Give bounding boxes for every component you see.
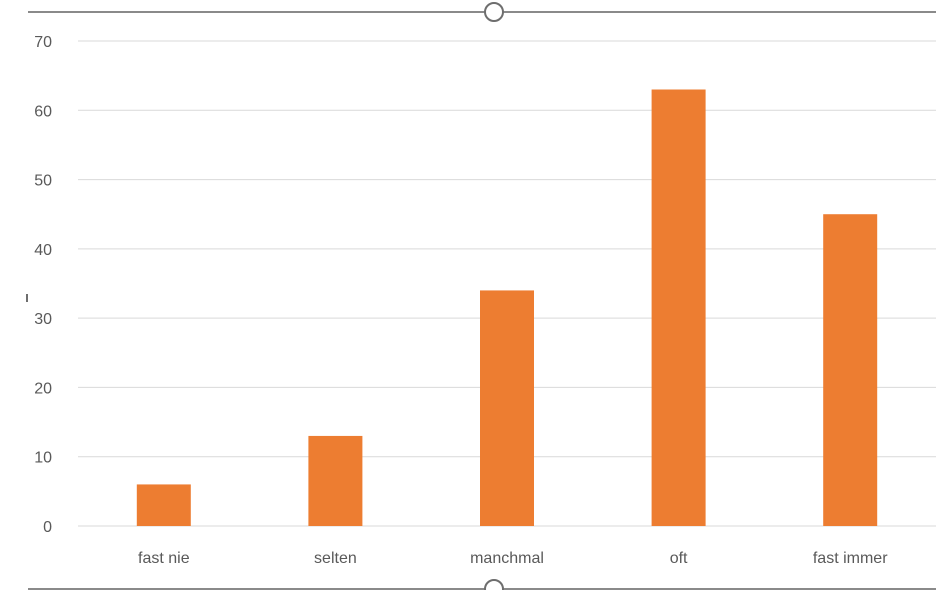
x-tick-label: manchmal <box>470 550 544 567</box>
bar[interactable] <box>651 89 706 527</box>
bar[interactable] <box>136 484 191 526</box>
y-tick-label: 50 <box>34 173 52 190</box>
x-axis-tick-labels: fast nie selten manchmal oft fast immer <box>138 550 888 567</box>
y-tick-label: 60 <box>34 103 52 120</box>
y-tick-label: 0 <box>43 519 52 536</box>
x-tick-label: selten <box>314 550 357 567</box>
resize-handle-bottom[interactable] <box>484 579 504 595</box>
y-tick-label: 30 <box>34 311 52 328</box>
x-tick-label: fast immer <box>813 550 888 567</box>
y-tick-label: 40 <box>34 242 52 259</box>
bars <box>136 89 878 527</box>
y-tick-label: 20 <box>34 380 52 397</box>
bar[interactable] <box>823 214 878 526</box>
y-axis-tick-labels: 0 10 20 30 40 50 60 70 <box>34 34 52 536</box>
x-tick-label: fast nie <box>138 550 190 567</box>
x-tick-label: oft <box>670 550 688 567</box>
resize-handle-top[interactable] <box>484 2 504 22</box>
y-tick-label: 10 <box>34 450 52 467</box>
bar[interactable] <box>480 290 534 526</box>
bar[interactable] <box>308 435 363 526</box>
y-tick-label: 70 <box>34 34 52 51</box>
